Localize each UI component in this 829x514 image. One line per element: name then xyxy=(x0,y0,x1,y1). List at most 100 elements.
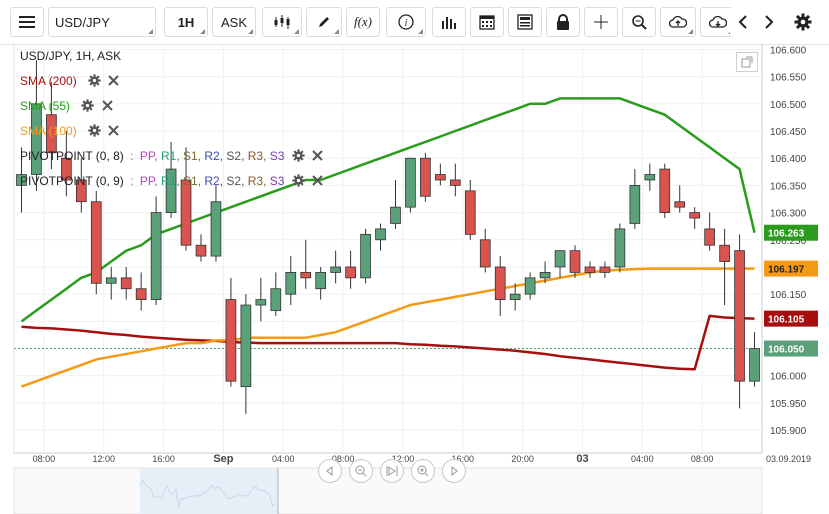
chart-type-button[interactable] xyxy=(262,7,302,37)
candle xyxy=(16,147,27,213)
candle-body xyxy=(255,299,267,306)
candle xyxy=(659,163,671,219)
candle-body xyxy=(61,157,72,181)
last-price-tag: 106.050 xyxy=(764,340,818,357)
interval-label: 1H xyxy=(177,14,195,30)
sma200-price-tag-bg xyxy=(764,310,818,327)
candle-body xyxy=(315,272,327,290)
settings-button[interactable] xyxy=(788,7,818,37)
indicators-button[interactable]: f(x) xyxy=(346,7,380,37)
candle xyxy=(674,185,686,213)
chart-title: USD/JPY, 1H, ASK xyxy=(20,49,122,63)
pivot1-r1: R1, xyxy=(160,148,180,163)
info-button[interactable]: i xyxy=(386,7,426,37)
legend-sma200: SMA (200) xyxy=(20,73,120,88)
y-tick-label: 106.150 xyxy=(770,290,807,301)
legend-sma55: SMA (55) xyxy=(20,98,113,113)
zoom-in-icon xyxy=(417,465,429,477)
candle-body xyxy=(464,190,476,235)
sma55-close-icon[interactable] xyxy=(101,100,113,112)
candle xyxy=(150,196,162,306)
sma200-line xyxy=(21,314,755,371)
pivot2-close-icon[interactable] xyxy=(312,175,323,187)
x-tick-label: 12:00 xyxy=(92,454,115,464)
candle-body xyxy=(569,250,581,273)
pivot2-r2: R2, xyxy=(204,173,224,188)
candle-body xyxy=(120,277,132,290)
draw-tools-button[interactable] xyxy=(306,7,342,37)
pan-left-button[interactable] xyxy=(318,459,342,483)
candle-body xyxy=(629,184,641,224)
candle-body xyxy=(210,201,222,257)
last-price-tag-bg xyxy=(764,340,818,357)
candle-body xyxy=(330,266,341,273)
y-tick-label: 106.600 xyxy=(770,45,807,56)
triangle-right-icon xyxy=(451,466,458,476)
candle-body xyxy=(524,277,536,295)
x-tick-label: 20:00 xyxy=(511,454,534,464)
menu-button[interactable] xyxy=(10,7,44,37)
symbol-selector[interactable]: USD/JPY xyxy=(48,7,156,37)
fullscreen-button[interactable] xyxy=(736,52,758,72)
zoom-in-button[interactable] xyxy=(411,459,435,483)
last-price-tag-text: 106.050 xyxy=(768,345,805,356)
pan-right-button[interactable] xyxy=(442,459,466,483)
x-tick-label: 16:00 xyxy=(452,454,475,464)
price-chart[interactable]: 106.600 106.550 106.500 106.450 106.400 106.3… xyxy=(0,44,829,514)
sma100-price-tag-bg xyxy=(764,260,818,277)
zoom-button[interactable] xyxy=(622,7,656,37)
candle xyxy=(255,277,267,322)
pivot2-r3: R3, xyxy=(247,173,267,188)
volume-button[interactable] xyxy=(432,7,466,37)
x-tick-label: 12:00 xyxy=(392,454,415,464)
scroll-right-button[interactable] xyxy=(756,7,782,37)
info-icon: i xyxy=(398,14,414,30)
crosshair-button[interactable] xyxy=(584,7,618,37)
candle-body xyxy=(285,272,297,295)
toolbar: USD/JPY 1H ASK f(x) i xyxy=(0,0,829,45)
sma100-settings-gear-icon[interactable] xyxy=(88,124,101,137)
pivot2-settings-gear-icon[interactable] xyxy=(292,174,305,187)
candle xyxy=(554,250,566,278)
interval-selector[interactable]: 1H xyxy=(164,7,208,37)
y-tick-label: 106.400 xyxy=(770,154,807,165)
scroll-left-button[interactable] xyxy=(730,7,756,37)
sma200-price-tag-text: 106.105 xyxy=(768,315,805,326)
sma-lines xyxy=(20,97,756,388)
y-tick-label: 106.300 xyxy=(770,209,807,220)
candle xyxy=(210,185,222,262)
pivot1-settings-gear-icon[interactable] xyxy=(292,149,305,162)
candle-body xyxy=(31,103,42,175)
candle-body xyxy=(614,228,626,268)
candle-body xyxy=(734,250,745,382)
sma55-settings-gear-icon[interactable] xyxy=(81,99,94,112)
calendar-button[interactable] xyxy=(470,7,504,37)
candle xyxy=(524,272,536,300)
lock-button[interactable] xyxy=(546,7,580,37)
sma100-label: SMA (100) xyxy=(20,123,77,138)
sma200-price-tag: 106.105 xyxy=(764,310,818,327)
pivot2-s3: S3 xyxy=(269,173,285,188)
triangle-left-icon xyxy=(326,466,333,476)
candle-body xyxy=(599,266,611,273)
upload-button[interactable] xyxy=(660,7,696,37)
x-tick-label: Sep xyxy=(213,453,233,465)
sma100-price-tag: 106.197 xyxy=(764,260,818,277)
x-tick-label: 16:00 xyxy=(152,454,175,464)
chart-area[interactable]: 106.600 106.550 106.500 106.450 106.400 106.3… xyxy=(0,44,829,514)
pivot1-close-icon[interactable] xyxy=(312,150,323,162)
pivot1-r2: R2, xyxy=(204,148,224,163)
reset-zoom-button[interactable] xyxy=(380,459,404,483)
candle xyxy=(75,158,87,213)
y-tick-label: 105.950 xyxy=(770,399,807,410)
sma200-settings-gear-icon[interactable] xyxy=(88,74,101,87)
zoom-out-button[interactable] xyxy=(349,459,373,483)
sma100-close-icon[interactable] xyxy=(108,125,120,137)
candle xyxy=(180,147,192,251)
cloud-upload-icon xyxy=(669,15,687,28)
x-tick-label: 04:00 xyxy=(272,454,295,464)
price-side-selector[interactable]: ASK xyxy=(212,7,256,37)
sma200-close-icon[interactable] xyxy=(108,75,120,87)
candle xyxy=(300,239,312,289)
news-button[interactable] xyxy=(508,7,542,37)
